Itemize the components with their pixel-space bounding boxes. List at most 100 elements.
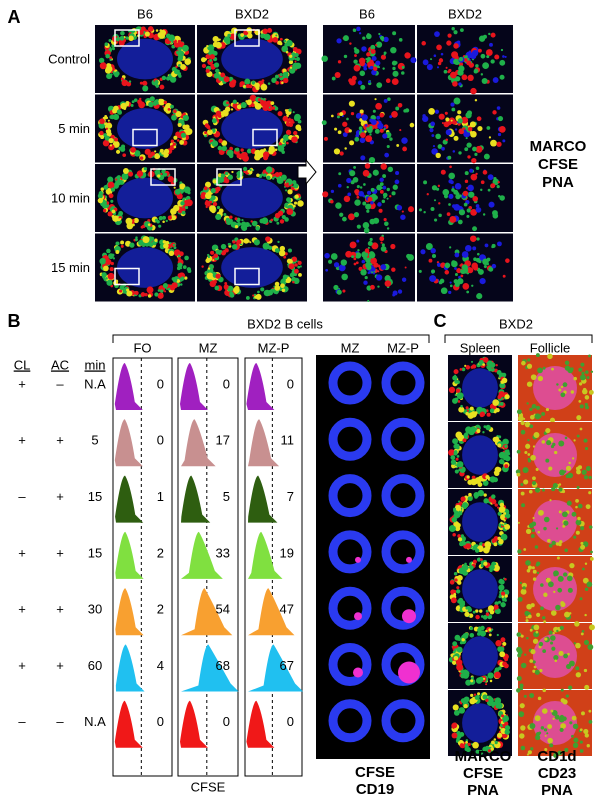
micrograph-spot <box>211 195 216 200</box>
micrograph-spot <box>380 129 384 133</box>
micrograph-spot <box>392 78 399 85</box>
micrograph-spot <box>272 177 275 180</box>
micrograph-spot <box>493 77 499 83</box>
micrograph-spot <box>341 274 348 281</box>
micrograph-spot <box>575 506 578 509</box>
micrograph-spot <box>120 36 125 41</box>
micrograph-spot <box>369 252 376 259</box>
micrograph-spot <box>470 426 476 432</box>
condition-value: + <box>56 545 64 560</box>
micrograph-spot <box>550 710 553 713</box>
micrograph-spot <box>246 296 250 300</box>
micrograph-spot <box>363 281 367 285</box>
micrograph-core <box>221 247 283 288</box>
micrograph-spot <box>380 190 384 194</box>
micrograph-spot <box>129 243 134 248</box>
micrograph-spot <box>265 236 270 241</box>
micrograph-spot <box>182 211 186 215</box>
micrograph-spot <box>368 241 373 246</box>
micrograph-spot <box>498 666 502 670</box>
micrograph-spot <box>448 194 453 199</box>
micrograph-spot <box>547 724 552 729</box>
micrograph-spot <box>213 36 219 42</box>
micrograph-spot <box>533 517 535 519</box>
micrograph-spot <box>382 243 385 246</box>
micrograph-spot <box>227 34 231 38</box>
micrograph-spot <box>529 490 533 494</box>
micrograph-spot <box>468 608 472 612</box>
micrograph-spot <box>534 432 540 438</box>
micrograph-spot <box>475 615 479 619</box>
micrograph-spot <box>481 73 483 75</box>
micrograph-spot <box>118 147 121 150</box>
micrograph-spot <box>275 213 281 219</box>
micrograph-spot <box>277 241 279 243</box>
micrograph-spot <box>201 265 203 267</box>
micrograph-spot <box>120 241 124 245</box>
micrograph-spot <box>283 72 289 78</box>
micrograph-spot <box>230 293 235 298</box>
micrograph-spot <box>576 470 581 475</box>
micrograph-spot <box>175 189 181 195</box>
micrograph-spot <box>154 292 158 296</box>
condition-value: N.A <box>84 714 106 729</box>
micrograph-spot <box>521 503 525 507</box>
micrograph-spot <box>110 267 114 271</box>
micrograph-spot <box>212 118 217 123</box>
micrograph-spot <box>106 280 112 286</box>
micrograph-spot <box>526 616 528 618</box>
micrograph-spot <box>453 512 459 518</box>
micrograph-spot <box>370 201 373 204</box>
micrograph-spot <box>135 238 138 241</box>
micrograph-spot <box>457 278 463 284</box>
micrograph-spot <box>505 517 507 519</box>
micrograph-spot <box>475 64 478 67</box>
micrograph-core <box>117 108 173 149</box>
micrograph-spot <box>435 134 441 140</box>
micrograph-spot <box>423 59 429 65</box>
micrograph-spot <box>291 136 298 143</box>
micrograph-spot <box>532 476 536 480</box>
micrograph-spot <box>399 38 403 42</box>
micrograph-spot <box>103 266 109 272</box>
micrograph-spot <box>366 52 370 56</box>
micrograph-spot <box>385 280 392 287</box>
micrograph-spot <box>346 118 349 121</box>
micrograph-spot <box>504 578 507 581</box>
micrograph-spot <box>130 147 136 153</box>
micrograph-spot <box>548 466 552 470</box>
micrograph-spot <box>498 584 504 590</box>
micrograph-spot <box>218 139 222 143</box>
micrograph-spot <box>402 147 407 152</box>
micrograph-spot <box>482 258 489 265</box>
micrograph-spot <box>229 215 232 218</box>
micrograph-spot <box>525 444 530 449</box>
micrograph-spot <box>559 510 562 513</box>
micrograph-spot <box>434 199 436 201</box>
micrograph-spot <box>286 142 289 145</box>
micrograph-spot <box>356 114 361 119</box>
micrograph-spot <box>224 76 230 82</box>
condition-value: + <box>56 489 64 504</box>
micrograph-spot <box>516 688 520 692</box>
micrograph-spot <box>431 269 435 273</box>
micrograph-spot <box>533 577 536 580</box>
micrograph-spot <box>204 186 208 190</box>
micrograph-spot <box>485 683 487 685</box>
legend-label: CD1d <box>537 748 576 765</box>
micrograph-spot <box>500 647 505 652</box>
micrograph-spot <box>396 144 399 147</box>
micrograph-spot <box>174 146 177 149</box>
micrograph-spot <box>441 170 446 175</box>
micrograph-spot <box>464 671 470 677</box>
micrograph-spot <box>441 287 448 294</box>
micrograph-spot <box>517 676 522 681</box>
micrograph-spot <box>381 187 383 189</box>
micrograph-spot <box>584 614 586 616</box>
micrograph-spot <box>521 746 526 751</box>
micrograph-spot <box>386 78 391 83</box>
micrograph-spot <box>180 283 183 286</box>
micrograph-spot <box>469 169 473 173</box>
micrograph-spot <box>588 491 591 494</box>
micrograph-spot <box>222 110 229 117</box>
